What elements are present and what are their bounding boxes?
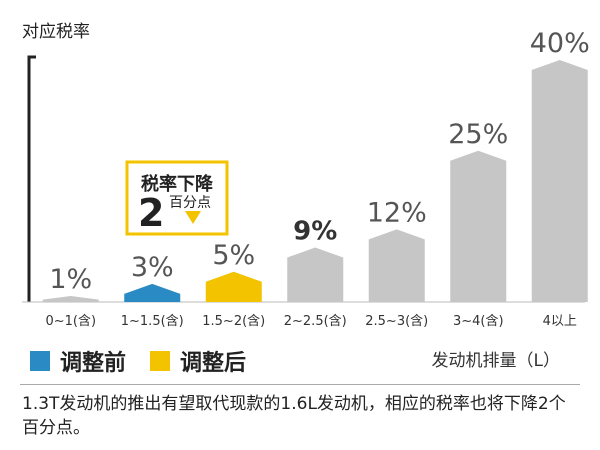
category-label-1: 1~1.5(含)	[121, 313, 184, 329]
bar-4	[368, 229, 425, 302]
bars-layer: 1% 0~1(含) 3% 1~1.5(含) 5% 1.5~2(含) 9% 2~2.5(含) 12…	[42, 28, 590, 329]
bar-6	[531, 60, 588, 302]
x-axis-title: 发动机排量（L）	[431, 351, 560, 371]
annotation-unit: 百分点	[169, 195, 211, 211]
value-label-3: 9%	[293, 217, 337, 247]
value-label-0: 1%	[49, 264, 92, 295]
y-axis-bracket	[27, 55, 36, 302]
value-label-4: 12%	[367, 197, 427, 228]
legend-label-before: 调整前	[60, 351, 127, 376]
category-label-6: 4以上	[543, 314, 577, 329]
bar-2	[205, 271, 262, 302]
bar-1	[124, 283, 181, 302]
legend: 调整前 调整后	[30, 346, 270, 376]
annotation-box	[125, 160, 229, 236]
legend-item-after: 调整后	[150, 345, 246, 377]
chart: 对应税率 1% 0~1(含) 3% 1~1.5(含) 5% 1.5~2(含) 9% 2~2.5…	[22, 22, 590, 329]
category-label-4: 2.5~3(含)	[365, 313, 428, 329]
value-label-1: 3%	[131, 252, 174, 283]
legend-swatch-after	[150, 351, 171, 371]
legend-swatch-before	[30, 351, 50, 371]
value-label-2: 5%	[212, 240, 255, 271]
bar-3	[287, 247, 344, 302]
category-label-5: 3~4(含)	[453, 313, 504, 329]
annotation-title: 税率下降	[141, 173, 214, 195]
bar-0	[42, 295, 99, 302]
legend-label-after: 调整后	[180, 351, 247, 376]
chart-title: 对应税率	[22, 22, 90, 42]
value-label-5: 25%	[448, 119, 508, 150]
footnote: 1.3T发动机的推出有望取代现款的1.6L发动机，相应的税率也将下降2个百分点。	[22, 394, 566, 438]
category-label-2: 1.5~2(含)	[202, 313, 265, 329]
category-label-3: 2~2.5(含)	[284, 313, 347, 329]
annotation-callout: 税率下降 2 百分点	[125, 160, 229, 236]
divider	[20, 384, 580, 385]
annotation-arrow-icon	[185, 211, 201, 224]
value-label-6: 40%	[530, 28, 590, 59]
annotation-number: 2	[138, 191, 164, 235]
category-label-0: 0~1(含)	[45, 313, 96, 329]
bar-5	[450, 150, 507, 302]
legend-item-before: 调整前	[30, 345, 126, 377]
